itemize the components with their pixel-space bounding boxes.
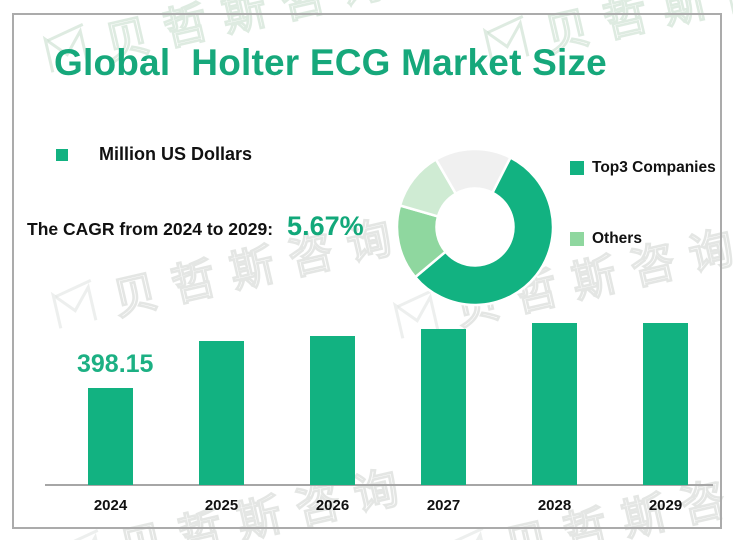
x-axis-line [45, 484, 713, 486]
bar-2026 [310, 336, 355, 485]
x-axis-label-2028: 2028 [537, 497, 572, 514]
x-axis-label-2024: 2024 [93, 497, 128, 514]
cagr-value: 5.67% [287, 211, 364, 241]
bar-2029 [643, 323, 688, 485]
unit-row: Million US Dollars [56, 144, 252, 165]
x-axis-label-2027: 2027 [426, 497, 461, 514]
bar-2025 [199, 341, 244, 485]
unit-bullet-icon [56, 148, 68, 161]
bar-2024 [88, 388, 133, 485]
x-axis-label-2025: 2025 [204, 497, 239, 514]
bar-2028 [532, 323, 577, 485]
donut-chart-svg [395, 147, 555, 307]
legend-label: Top3 Companies [592, 159, 716, 176]
donut-slice-unlabeled-gray [434, 147, 512, 195]
legend-item-others: Others [570, 230, 642, 248]
cagr-row: The CAGR from 2024 to 2029: 5.67% [27, 211, 364, 242]
x-axis-label-2029: 2029 [648, 497, 683, 514]
bar-data-label-2024: 398.15 [77, 350, 154, 378]
bar-2027 [421, 329, 466, 485]
legend-item-top3-companies: Top3 Companies [570, 159, 716, 177]
legend-swatch-icon [570, 232, 584, 246]
x-axis-label-2026: 2026 [315, 497, 350, 514]
cagr-label: The CAGR from 2024 to 2029: [27, 219, 274, 239]
legend-swatch-icon [570, 161, 584, 175]
legend-label: Others [592, 230, 642, 247]
donut-chart [394, 146, 556, 308]
unit-label: Million US Dollars [99, 144, 253, 164]
